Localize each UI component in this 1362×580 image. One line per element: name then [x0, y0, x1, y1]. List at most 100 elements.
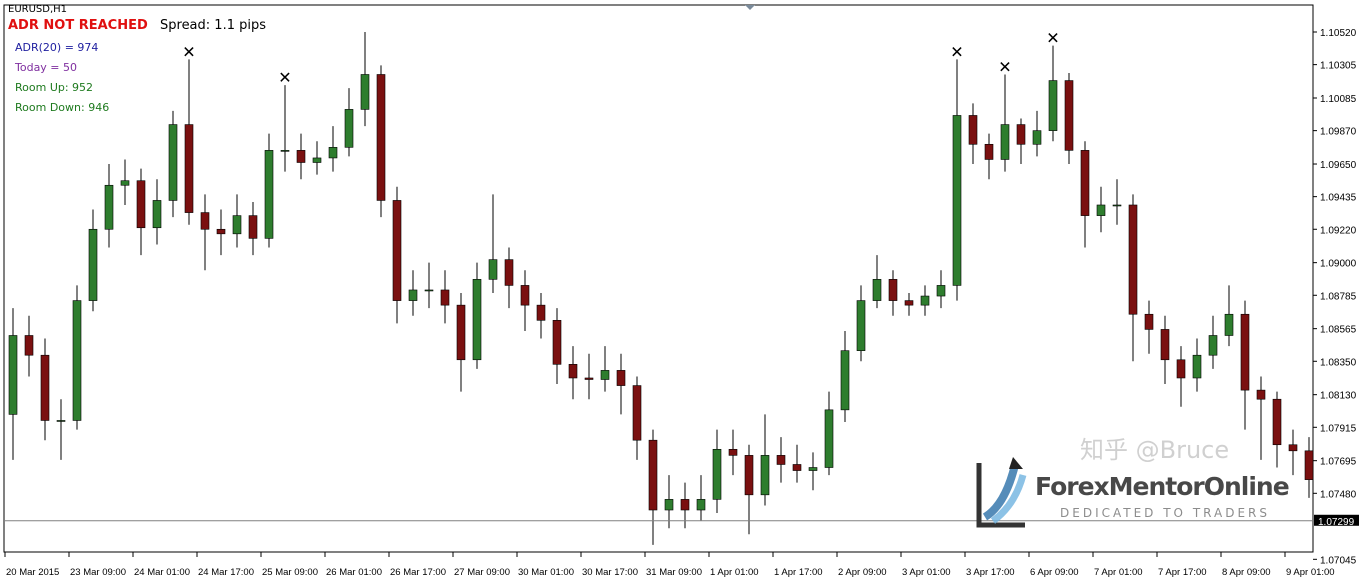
- candle: [232, 194, 242, 248]
- spread-label: Spread: 1.1 pips: [160, 18, 266, 33]
- candle: [824, 391, 834, 476]
- candle: [264, 133, 274, 248]
- candle: [1064, 72, 1074, 165]
- candles-group: [8, 32, 1314, 545]
- candle-body: [40, 354, 50, 421]
- x-tick-label: 6 Apr 09:00: [1030, 567, 1079, 578]
- candle: [728, 429, 738, 476]
- candle: [488, 194, 498, 294]
- candle: [8, 308, 18, 460]
- candle: [104, 164, 114, 248]
- candle: [808, 452, 818, 491]
- zhihu-watermark: 知乎 @Bruce: [1080, 436, 1230, 464]
- candle: [504, 247, 514, 309]
- candle-body: [920, 295, 930, 306]
- candle-body: [1272, 398, 1282, 446]
- candle-body: [120, 180, 130, 186]
- candle-body: [1208, 335, 1218, 356]
- candle: [152, 179, 162, 245]
- candle: [600, 346, 610, 392]
- fractal-x-marker: ✕: [950, 42, 963, 61]
- candle: [168, 110, 178, 218]
- x-tick-label: 27 Mar 09:00: [454, 567, 510, 578]
- candle-body: [392, 200, 402, 301]
- candle-body: [1048, 80, 1058, 131]
- candle: [440, 270, 450, 324]
- candle: [744, 444, 754, 535]
- candle-body: [616, 370, 626, 386]
- candle: [872, 255, 882, 309]
- candle: [904, 293, 914, 316]
- candle: [1240, 300, 1250, 430]
- y-tick-label: 1.07480: [1320, 489, 1357, 500]
- y-tick-label: 1.09220: [1320, 225, 1357, 236]
- candle-body: [88, 228, 98, 301]
- candle-body: [664, 499, 674, 511]
- y-tick-label: 1.07695: [1320, 457, 1357, 468]
- candle: [664, 475, 674, 529]
- candle-body: [1288, 444, 1298, 452]
- y-tick-label: 1.08130: [1320, 391, 1357, 402]
- candle: [216, 209, 226, 256]
- candle-body: [1096, 204, 1106, 216]
- scroll-marker-icon[interactable]: [745, 5, 755, 10]
- x-tick-label: 8 Apr 09:00: [1222, 567, 1271, 578]
- candle: [248, 201, 258, 256]
- candle-body: [56, 420, 66, 422]
- candle: [1032, 110, 1042, 157]
- candle-body: [1128, 204, 1138, 315]
- candle: [424, 262, 434, 309]
- candle-body: [856, 300, 866, 351]
- candle-body: [264, 150, 274, 239]
- candle: [920, 285, 930, 316]
- candle: [1048, 45, 1058, 142]
- candle: [1096, 186, 1106, 233]
- candle: [1144, 300, 1154, 354]
- fractal-x-marker: ✕: [278, 68, 291, 87]
- room-down-value: Room Down: 946: [15, 101, 110, 114]
- candle: [616, 353, 626, 415]
- time-axis: 20 Mar 2015 23 Mar 09:00 24 Mar 01:00 24 Ma…: [4, 552, 1335, 578]
- candle-body: [1192, 354, 1202, 379]
- candle: [328, 126, 338, 172]
- candle-body: [1160, 329, 1170, 361]
- candle-body: [776, 455, 786, 465]
- candle: [408, 270, 418, 316]
- x-tick-label: 7 Apr 17:00: [1158, 567, 1207, 578]
- candle: [344, 88, 354, 157]
- candle: [184, 59, 194, 225]
- candle-body: [248, 215, 258, 239]
- x-tick-label: 30 Mar 17:00: [582, 567, 638, 578]
- candle-body: [8, 335, 18, 415]
- candle-body: [1112, 204, 1122, 207]
- candle: [40, 338, 50, 441]
- candle-body: [904, 300, 914, 306]
- candle: [1256, 376, 1266, 460]
- x-tick-label: 1 Apr 17:00: [774, 567, 823, 578]
- candle-body: [232, 215, 242, 235]
- candle: [1128, 194, 1138, 362]
- x-tick-label: 31 Mar 09:00: [646, 567, 702, 578]
- candle: [520, 270, 530, 331]
- candle: [792, 444, 802, 483]
- candle: [1016, 118, 1026, 165]
- candle-body: [680, 499, 690, 511]
- candle-body: [968, 115, 978, 145]
- candle: [696, 475, 706, 521]
- candle: [392, 186, 402, 324]
- candle-body: [520, 285, 530, 306]
- candle-body: [552, 320, 562, 365]
- fractal-markers-group: ✕ ✕ ✕ ✕ ✕: [182, 29, 1059, 87]
- y-tick-label: 1.07045: [1320, 555, 1357, 566]
- candle: [1288, 429, 1298, 476]
- y-tick-label: 1.09650: [1320, 160, 1357, 171]
- x-tick-label: 24 Mar 01:00: [134, 567, 190, 578]
- candle-body: [216, 228, 226, 235]
- candle-body: [424, 289, 434, 292]
- candle-body: [1256, 389, 1266, 400]
- candle-body: [1016, 124, 1026, 145]
- candle-body: [760, 455, 770, 496]
- candle: [712, 429, 722, 514]
- candle-body: [504, 259, 514, 286]
